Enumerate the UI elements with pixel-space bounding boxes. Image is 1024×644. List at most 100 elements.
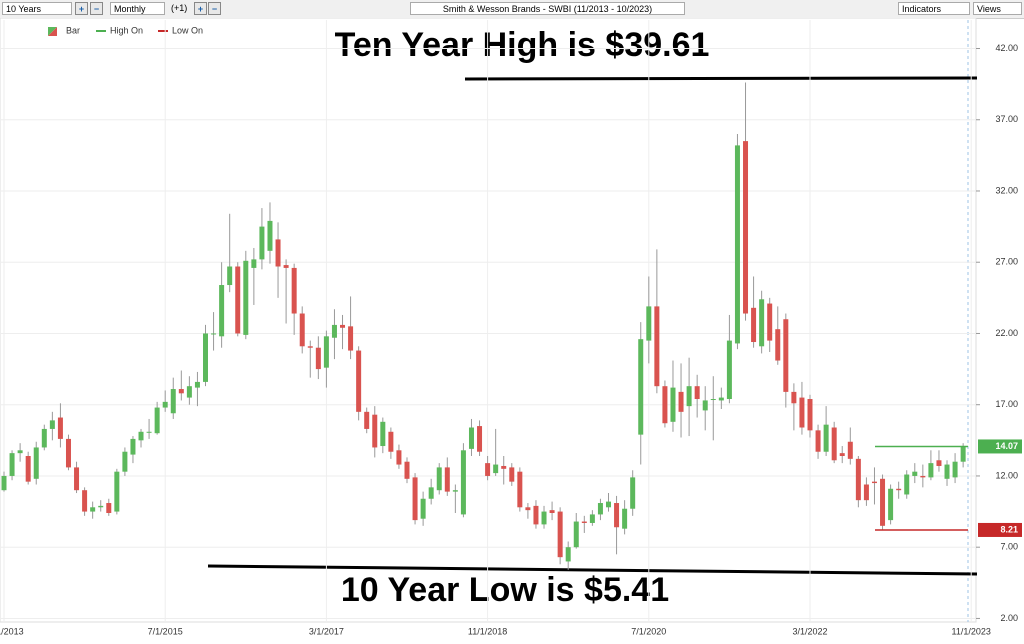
candle-body xyxy=(444,467,450,492)
x-tick-label: 3/1/2017 xyxy=(309,626,344,636)
candle-body xyxy=(259,226,265,260)
zoom-in[interactable]: + xyxy=(75,2,88,15)
candle-body xyxy=(356,350,362,412)
candle-body xyxy=(614,503,620,528)
indicators-button[interactable]: Indicators xyxy=(898,2,970,15)
candle-body xyxy=(428,487,434,499)
candle-body xyxy=(460,450,466,515)
candle-body xyxy=(307,346,313,348)
low-annotation-line xyxy=(207,564,978,576)
range-select[interactable]: 10 Years xyxy=(2,2,72,15)
candle-body xyxy=(283,265,289,268)
candle-body xyxy=(468,427,474,449)
candle-body xyxy=(815,430,821,452)
candle-body xyxy=(831,427,837,461)
candle-body xyxy=(573,521,579,548)
candle-body xyxy=(372,414,378,448)
candle-body xyxy=(203,333,208,382)
candle-body xyxy=(57,417,63,439)
candle-body xyxy=(452,490,458,492)
y-tick-label: 42.00 xyxy=(995,43,1018,53)
price-tag-label: 8.21 xyxy=(1000,524,1018,534)
candle-body xyxy=(960,446,966,462)
offset-minus[interactable]: − xyxy=(208,2,221,15)
symbol-box[interactable]: Smith & Wesson Brands - SWBI (11/2013 - … xyxy=(410,2,685,15)
candle-body xyxy=(251,259,257,268)
candle-body xyxy=(880,478,886,526)
candle-body xyxy=(565,547,571,562)
candle-body xyxy=(751,307,757,343)
interval-select[interactable]: Monthly xyxy=(110,2,165,15)
y-tick-label: 27.00 xyxy=(995,257,1018,267)
candle-body xyxy=(178,389,184,394)
candle-body xyxy=(606,501,611,508)
x-tick-label: 7/1/2020 xyxy=(631,626,666,636)
legend-swatch xyxy=(48,27,57,36)
candle-body xyxy=(106,503,112,513)
candle-body xyxy=(581,521,587,523)
zoom-out[interactable]: − xyxy=(90,2,103,15)
legend-label: Bar xyxy=(66,25,80,35)
candle-body xyxy=(90,507,96,512)
candle-body xyxy=(912,471,918,476)
legend: Bar High On Low On xyxy=(48,25,203,36)
candle-body xyxy=(686,386,692,407)
candle-body xyxy=(477,426,483,452)
candle-body xyxy=(194,381,200,388)
candle-body xyxy=(525,507,531,511)
x-tick-label: 3/1/2022 xyxy=(792,626,827,636)
offset-plus[interactable]: + xyxy=(194,2,207,15)
candle-body xyxy=(823,424,829,452)
candle-body xyxy=(904,474,910,495)
candle-body xyxy=(509,467,515,482)
legend-label: High On xyxy=(110,25,143,35)
high-annotation-line xyxy=(464,76,978,81)
y-tick-label: 2.00 xyxy=(1000,613,1018,623)
candle-body xyxy=(799,397,805,428)
candle-body xyxy=(114,471,120,512)
candle-body xyxy=(138,431,144,441)
candle-body xyxy=(420,498,426,519)
candle-body xyxy=(485,463,491,476)
y-tick-label: 17.00 xyxy=(995,399,1018,409)
y-tick-label: 7.00 xyxy=(1000,542,1018,552)
candle-body xyxy=(734,145,740,344)
candle-body xyxy=(533,505,539,525)
candle-body xyxy=(807,399,813,431)
x-tick-label: 11/1/2018 xyxy=(468,626,507,636)
candle-body xyxy=(630,477,636,509)
x-tick-label: 7/1/2015 xyxy=(148,626,183,636)
price-tag xyxy=(978,522,1022,537)
candle-body xyxy=(944,464,950,479)
y-tick-label: 32.00 xyxy=(995,185,1018,195)
candle-body xyxy=(299,313,305,347)
candle-body xyxy=(759,299,765,347)
candle-body xyxy=(146,431,152,433)
candle-body xyxy=(388,431,394,452)
candle-body xyxy=(219,285,225,337)
y-tick-label: 12.00 xyxy=(995,470,1018,480)
candle-body xyxy=(936,460,942,466)
candle-body xyxy=(82,490,88,512)
candle-body xyxy=(662,386,668,424)
views-button[interactable]: Views xyxy=(973,2,1022,15)
candle-body xyxy=(638,339,644,435)
candle-body xyxy=(154,407,160,434)
candle-body xyxy=(235,266,241,334)
high-annotation: Ten Year High is $39.61 xyxy=(335,26,710,64)
candle-body xyxy=(364,411,370,429)
candle-body xyxy=(396,450,402,465)
candle-body xyxy=(74,467,80,491)
candle-body xyxy=(340,324,346,328)
candle-body xyxy=(380,421,386,447)
chart: Ten Year High is $39.61 10 Year Low is $… xyxy=(0,18,1022,636)
candle-body xyxy=(98,505,104,508)
candle-body xyxy=(549,510,555,513)
candle-body xyxy=(597,503,603,515)
candle-body xyxy=(267,220,273,251)
legend-label: Low On xyxy=(172,25,203,35)
candle-body xyxy=(863,484,869,501)
candle-body xyxy=(694,386,700,400)
candle-body xyxy=(670,387,676,422)
candle-body xyxy=(710,399,716,401)
